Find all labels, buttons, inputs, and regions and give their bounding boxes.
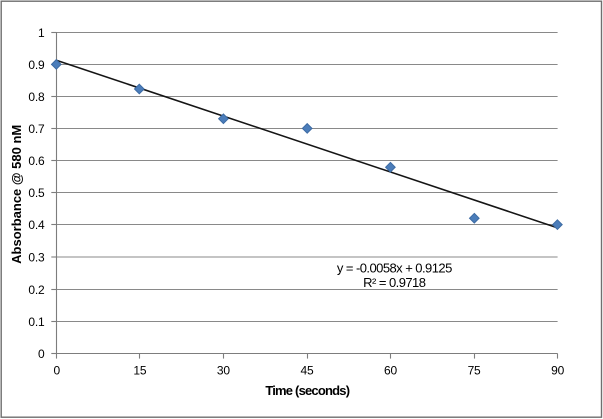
svg-text:0.1: 0.1 — [28, 315, 45, 329]
svg-text:0.6: 0.6 — [28, 154, 45, 168]
svg-text:0.3: 0.3 — [28, 251, 45, 265]
svg-text:0: 0 — [38, 347, 45, 361]
svg-text:45: 45 — [300, 364, 313, 378]
svg-text:0.9: 0.9 — [28, 58, 45, 72]
svg-text:0.2: 0.2 — [28, 283, 45, 297]
svg-text:90: 90 — [551, 364, 564, 378]
svg-text:60: 60 — [384, 364, 397, 378]
svg-text:30: 30 — [217, 364, 230, 378]
svg-text:Time (seconds): Time (seconds) — [265, 383, 349, 398]
svg-text:15: 15 — [133, 364, 146, 378]
svg-text:0.8: 0.8 — [28, 90, 45, 104]
svg-text:Absorbance @ 580 nM: Absorbance @ 580 nM — [9, 125, 24, 264]
svg-text:75: 75 — [468, 364, 481, 378]
svg-text:0.5: 0.5 — [28, 186, 45, 200]
svg-text:R² = 0.9718: R² = 0.9718 — [363, 275, 426, 290]
svg-text:y = -0.0058x + 0.9125: y = -0.0058x + 0.9125 — [337, 261, 452, 276]
svg-text:1: 1 — [38, 26, 45, 40]
svg-text:0.4: 0.4 — [28, 218, 45, 232]
svg-text:0.7: 0.7 — [28, 122, 45, 136]
svg-text:0: 0 — [53, 364, 60, 378]
